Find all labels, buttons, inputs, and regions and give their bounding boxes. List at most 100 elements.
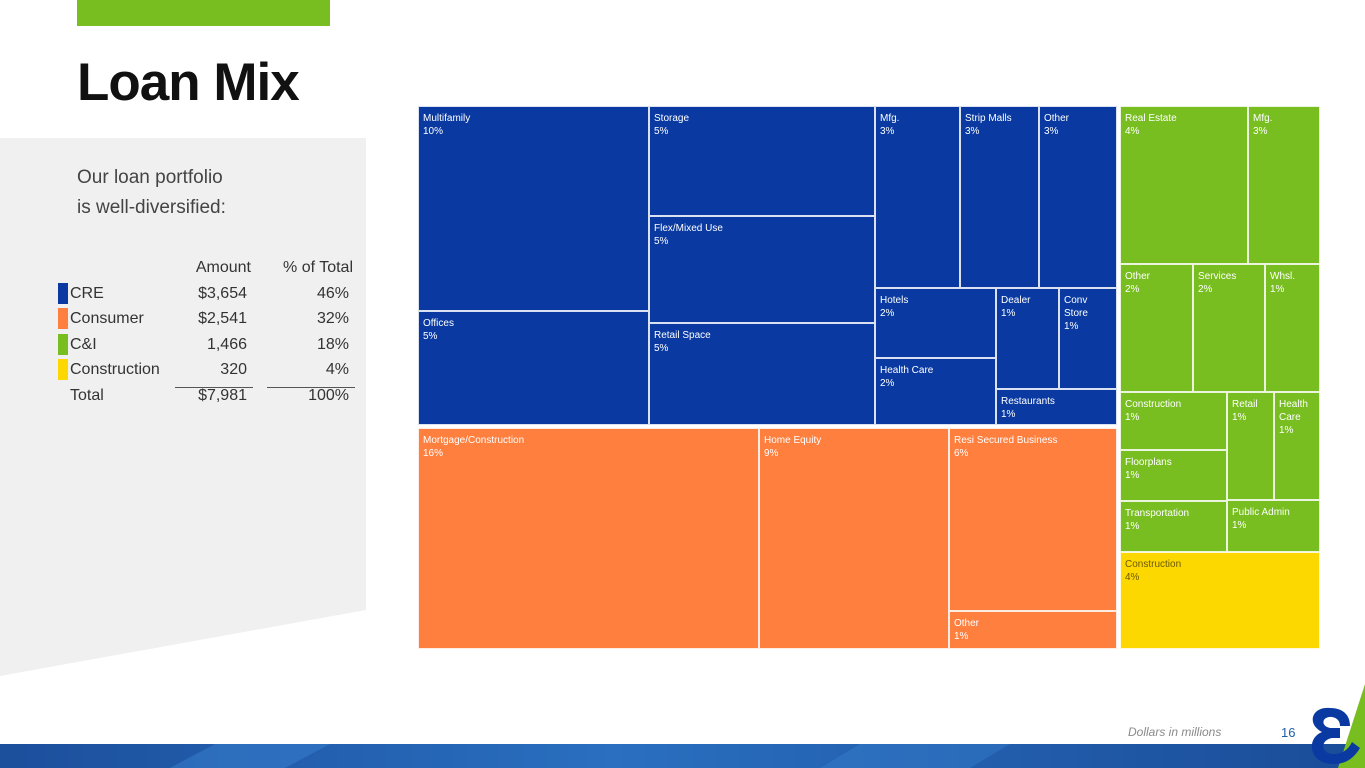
percent-total-rule (267, 386, 355, 388)
treemap-tile-value: 2% (1125, 284, 1140, 295)
treemap-tile-label: Other (1125, 271, 1151, 282)
treemap-tile-cre-flex-mixed-use: Flex/Mixed Use 5% (649, 216, 875, 323)
treemap-tile-value: 5% (423, 331, 438, 342)
summary-row-amount: 1,466 (206, 335, 247, 353)
brand-ampersand-icon (1311, 684, 1365, 768)
treemap-tile-cre-storage: Storage 5% (649, 106, 875, 216)
treemap-tile-label: Storage (654, 113, 690, 124)
loan-mix-treemap: Multifamily 10% Offices 5% Storage 5% Flex/Mix… (418, 106, 1320, 649)
treemap-tile-value: 16% (423, 448, 444, 459)
treemap-tile-label: Other (1044, 113, 1070, 124)
treemap-tile-label: Services (1198, 271, 1237, 282)
title-accent-bar (77, 0, 330, 26)
treemap-tile-label: Other (954, 618, 980, 629)
page-title: Loan Mix (77, 53, 300, 112)
treemap-tile-label: Transportation (1125, 508, 1190, 519)
treemap-tile-value: 3% (880, 126, 895, 137)
treemap-tile-c-i-floorplans: Floorplans 1% (1120, 450, 1227, 501)
treemap-tile-consumer-resi-secured-business: Resi Secured Business 6% (949, 428, 1117, 611)
footnote: Dollars in millions (1128, 725, 1222, 739)
treemap-tile-cre-retail-space: Retail Space 5% (649, 323, 875, 425)
amount-column-header: Amount (195, 259, 251, 276)
summary-row-construction: Construction 320 4% (56, 357, 366, 383)
treemap-tile-label: Retail Space (654, 330, 711, 341)
treemap-tile-value: 4% (1125, 126, 1140, 137)
treemap-tile-cre-other: Other 3% (1039, 106, 1117, 288)
treemap-tile-value: 3% (965, 126, 980, 137)
treemap-tile-value: 5% (654, 343, 669, 354)
treemap-tile-label: Health Care (1279, 399, 1308, 423)
treemap-tile-c-i-real-estate: Real Estate 4% (1120, 106, 1248, 264)
treemap-tile-label: Offices (423, 318, 454, 329)
summary-row-percent: 46% (316, 284, 349, 302)
summary-row-percent: 32% (316, 310, 349, 327)
treemap-tile-value: 1% (1125, 521, 1140, 532)
construction-color-swatch (58, 359, 68, 380)
summary-total-percent: 100% (308, 386, 349, 404)
treemap-tile-label: Floorplans (1125, 457, 1172, 468)
summary-row-label: CRE (70, 284, 104, 302)
page-number: 16 (1281, 725, 1296, 740)
treemap-tile-c-i-construction: Construction 1% (1120, 392, 1227, 450)
summary-row-cre: CRE $3,654 46% (56, 281, 366, 307)
treemap-tile-value: 1% (1001, 308, 1016, 319)
treemap-tile-c-i-whsl: Whsl. 1% (1265, 264, 1320, 392)
treemap-tile-consumer-other: Other 1% (949, 611, 1117, 649)
treemap-tile-label: Multifamily (423, 113, 471, 124)
treemap-tile-label: Flex/Mixed Use (654, 223, 723, 234)
intro-line: Our loan portfolio (77, 167, 223, 188)
summary-row-consumer: Consumer $2,541 32% (56, 306, 366, 332)
treemap-tile-label: Dealer (1001, 295, 1031, 306)
treemap-tile-label: Mfg. (1253, 113, 1273, 124)
intro-line: is well-diversified: (77, 197, 226, 218)
summary-row-amount: 320 (220, 361, 247, 378)
bottom-brand-band (0, 744, 1365, 768)
summary-total-amount: $7,981 (198, 386, 247, 404)
treemap-tile-value: 1% (1001, 409, 1016, 420)
treemap-tile-value: 1% (1270, 284, 1285, 295)
treemap-tile-label: Home Equity (764, 435, 822, 446)
summary-row-amount: $3,654 (198, 284, 247, 302)
treemap-tile-label: Retail (1232, 399, 1258, 410)
treemap-tile-label: Health Care (880, 365, 934, 376)
treemap-tile-label: Mortgage/Construction (423, 435, 525, 446)
treemap-tile-value: 1% (1125, 470, 1140, 481)
intro-text: Our loan portfolio is well-diversified: (77, 163, 317, 223)
summary-row-label: Consumer (70, 310, 144, 327)
treemap-tile-value: 2% (880, 378, 895, 389)
treemap-tile-value: 1% (1125, 412, 1140, 423)
summary-row-label: Construction (70, 361, 160, 378)
treemap-tile-value: 10% (423, 126, 444, 137)
treemap-tile-cre-offices: Offices 5% (418, 311, 649, 425)
summary-row-percent: 4% (325, 361, 349, 378)
treemap-tile-value: 1% (1232, 520, 1247, 531)
treemap-tile-label: Construction (1125, 399, 1182, 410)
treemap-tile-label: Resi Secured Business (954, 435, 1058, 446)
summary-row-ci: C&I 1,466 18% (56, 332, 366, 358)
treemap-tile-label: Conv Store (1064, 295, 1088, 319)
treemap-tile-value: 2% (880, 308, 895, 319)
treemap-tile-label: Real Estate (1125, 113, 1177, 124)
summary-table: Amount % of Total CRE $3,654 46% Consume… (56, 255, 366, 408)
treemap-tile-c-i-other: Other 2% (1120, 264, 1193, 392)
consumer-color-swatch (58, 308, 68, 329)
cre-color-swatch (58, 282, 68, 304)
treemap-tile-c-i-transportation: Transportation 1% (1120, 501, 1227, 552)
treemap-tile-c-i-health-care: Health Care 1% (1274, 392, 1320, 500)
summary-header-row: Amount % of Total (56, 255, 366, 281)
treemap-tile-value: 2% (1198, 284, 1213, 295)
treemap-tile-cre-mfg: Mfg. 3% (875, 106, 960, 288)
treemap-tile-consumer-mortgage-construction: Mortgage/Construction 16% (418, 428, 759, 649)
treemap-tile-value: 3% (1253, 126, 1268, 137)
treemap-tile-label: Whsl. (1270, 271, 1295, 282)
treemap-tile-c-i-retail: Retail 1% (1227, 392, 1274, 500)
treemap-tile-value: 6% (954, 448, 969, 459)
treemap-tile-cre-restaurants: Restaurants 1% (996, 389, 1117, 425)
treemap-tile-label: Public Admin (1232, 507, 1290, 518)
treemap-tile-consumer-home-equity: Home Equity 9% (759, 428, 949, 649)
summary-total-row: Total $7,981 100% (56, 383, 366, 409)
treemap-tile-label: Construction (1125, 559, 1182, 570)
amount-total-rule (175, 386, 253, 388)
treemap-tile-construction-construction: Construction 4% (1120, 552, 1320, 649)
